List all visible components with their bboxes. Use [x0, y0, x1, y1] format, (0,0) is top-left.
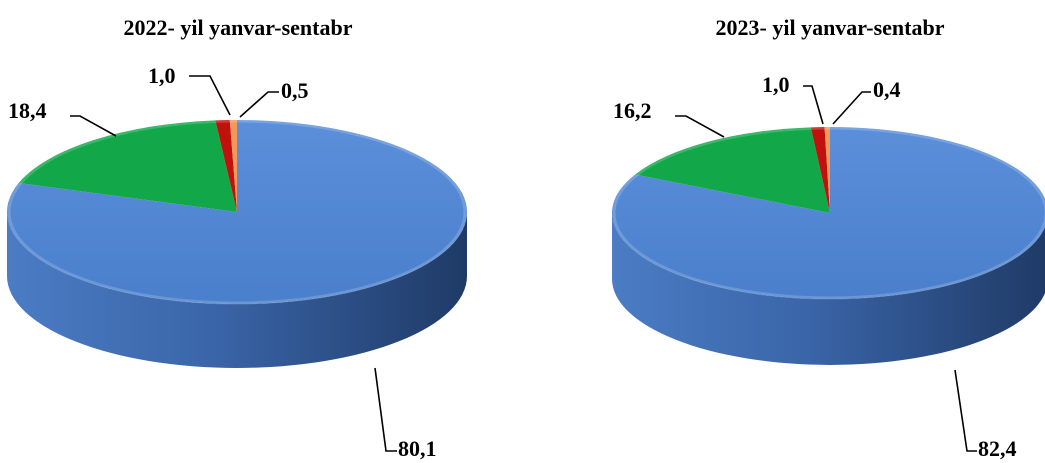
- pie-slice-green: [635, 127, 830, 213]
- leader-lines: [675, 85, 977, 452]
- leader-line-blue: [954, 369, 977, 452]
- chart-title: 2022- yil yanvar-sentabr: [124, 15, 353, 40]
- leader-line-red: [189, 75, 231, 116]
- leader-line-orange: [239, 91, 279, 118]
- leader-line-green: [675, 115, 725, 138]
- pie-chart-2022: 2022- yil yanvar-sentabr 80,1 18,4 1,0 0…: [6, 15, 468, 461]
- pie-labels: 80,1 18,4 1,0 0,5: [8, 63, 437, 461]
- pie-rim-highlight: [612, 126, 1045, 300]
- pie-chart-2023: 2023- yil yanvar-sentabr 82,4 16,2 1,0 0…: [612, 15, 1045, 461]
- chart-title: 2023- yil yanvar-sentabr: [716, 15, 945, 40]
- pie-slice-blue: [6, 120, 468, 305]
- slice-label-blue: 82,4: [978, 436, 1017, 461]
- pie-slice-red: [810, 127, 830, 213]
- slice-side-blue: [7, 212, 467, 368]
- leader-line-red: [803, 85, 824, 125]
- leader-line-green: [70, 115, 117, 137]
- pie-slice-blue: [612, 127, 1045, 299]
- leader-line-orange: [832, 91, 871, 125]
- slice-label-orange: 0,5: [281, 78, 309, 103]
- pie-rim-highlight: [7, 119, 467, 305]
- leader-lines: [70, 75, 397, 452]
- pie-slices: [612, 126, 1045, 365]
- slice-label-blue: 80,1: [398, 436, 437, 461]
- pie-slice-orange: [229, 120, 237, 212]
- slice-label-red: 1,0: [762, 72, 790, 97]
- slice-side-blue: [612, 213, 1045, 365]
- slice-label-red: 1,0: [148, 63, 176, 88]
- slice-label-green: 16,2: [613, 98, 652, 123]
- pie-slice-red: [215, 120, 237, 212]
- slice-label-green: 18,4: [8, 98, 47, 123]
- pie-slice-green: [18, 120, 237, 212]
- leader-line-blue: [374, 367, 397, 452]
- pie-labels: 82,4 16,2 1,0 0,4: [613, 72, 1017, 461]
- pie-slice-orange: [824, 127, 830, 213]
- pie-slices: [6, 119, 468, 368]
- slice-label-orange: 0,4: [873, 77, 901, 102]
